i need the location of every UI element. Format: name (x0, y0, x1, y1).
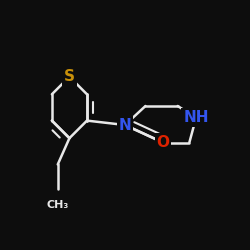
Text: NH: NH (183, 110, 209, 125)
Text: N: N (119, 118, 132, 132)
Text: S: S (64, 69, 75, 84)
Text: CH₃: CH₃ (46, 200, 69, 210)
Text: O: O (156, 135, 170, 150)
